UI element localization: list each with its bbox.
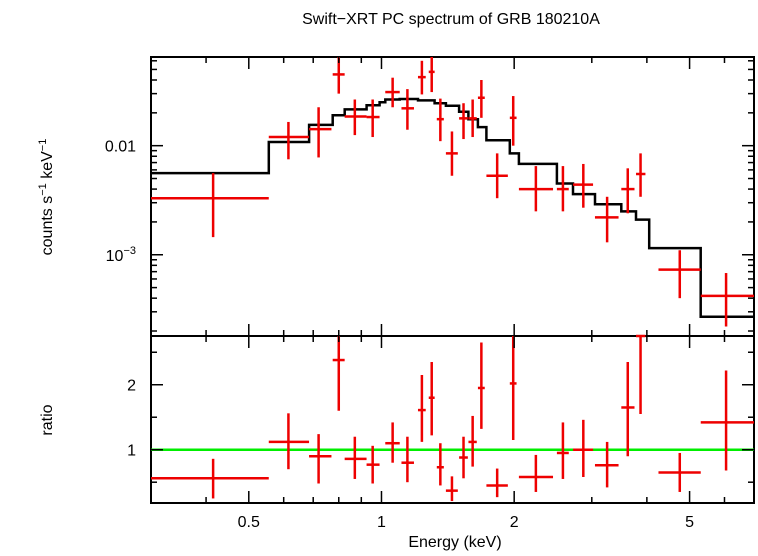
ratio-ticks — [150, 336, 755, 503]
spectrum-panel: 0.01 10−3 — [105, 56, 755, 337]
ratio-point-1 — [268, 413, 310, 470]
ylabel-mid: keV — [39, 151, 56, 183]
ratio-point-23 — [658, 452, 701, 492]
ratio-point-4 — [344, 436, 367, 479]
ratio-point-6 — [385, 422, 400, 463]
x-tick-label-1: 1 — [377, 514, 386, 531]
ratio-point-16 — [509, 336, 517, 440]
ratio-point-12 — [459, 436, 468, 479]
spectrum-ticks — [150, 57, 755, 336]
ratio-panel-frame — [150, 335, 755, 504]
spectrum-tick-labels: 0.01 10−3 — [105, 139, 136, 265]
spectrum-point-24 — [700, 273, 754, 327]
ratio-panel: 0.5 1 2 5 1 2 — [127, 334, 755, 531]
ratio-point-18 — [556, 422, 569, 479]
ratio-point-3 — [332, 336, 345, 411]
spectrum-point-20 — [594, 196, 619, 243]
ratio-point-7 — [401, 436, 414, 483]
x-tick-label-5: 5 — [685, 514, 694, 531]
ratio-point-13 — [468, 415, 477, 467]
spectrum-point-4 — [344, 99, 367, 136]
ratio-point-24 — [700, 370, 754, 471]
spectrum-y-tick-label-0.001: 10−3 — [106, 245, 136, 265]
ylabel-sup-1: −1 — [37, 183, 49, 196]
ratio-y-tick-label-1: 1 — [127, 443, 136, 460]
spectrum-data — [151, 57, 754, 327]
ratio-y-axis-label: ratio — [39, 404, 56, 435]
ratio-point-15 — [486, 468, 508, 498]
spectrum-point-7 — [401, 89, 414, 130]
spectrum-point-16 — [509, 96, 517, 146]
ratio-point-9 — [428, 361, 435, 436]
spectrum-point-15 — [486, 153, 508, 199]
spectrum-point-8 — [417, 60, 426, 95]
spectrum-point-2 — [309, 107, 332, 158]
spectrum-point-9 — [428, 57, 435, 93]
ylabel-main: counts s — [39, 196, 56, 256]
ratio-point-17 — [518, 454, 554, 492]
spectrum-point-12 — [459, 103, 468, 140]
chart-title: Swift−XRT PC spectrum of GRB 180210A — [302, 11, 600, 28]
ratio-point-8 — [417, 374, 426, 442]
spectrum-point-14 — [477, 80, 485, 118]
ratio-point-14 — [477, 342, 485, 429]
ratio-point-21 — [621, 361, 635, 457]
spectrum-panel-frame — [150, 56, 755, 337]
tick-label-exponent: −3 — [123, 245, 136, 257]
ratio-tick-labels: 0.5 1 2 5 1 2 — [127, 378, 694, 531]
tick-label-base: 0.01 — [105, 139, 136, 156]
ratio-point-2 — [309, 434, 332, 484]
ratio-point-19 — [573, 419, 594, 478]
ratio-point-0 — [151, 458, 269, 499]
spectrum-point-0 — [151, 173, 269, 238]
spectrum-point-23 — [658, 250, 701, 299]
spectrum-point-6 — [385, 77, 400, 108]
ratio-point-11 — [445, 476, 458, 502]
spectrum-point-21 — [621, 168, 635, 214]
x-axis-label: Energy (keV) — [408, 534, 501, 551]
spectrum-point-17 — [518, 166, 554, 212]
spectrum-point-13 — [468, 99, 477, 138]
ratio-data — [151, 334, 754, 502]
spectrum-point-10 — [436, 98, 444, 142]
ratio-point-22 — [636, 334, 646, 414]
ratio-point-5 — [366, 445, 380, 484]
ratio-y-tick-label-2: 2 — [127, 378, 136, 395]
spectrum-point-3 — [332, 57, 345, 94]
tick-label-base: 10 — [106, 248, 124, 265]
spectrum-point-1 — [268, 121, 310, 160]
ratio-point-10 — [436, 443, 444, 486]
spectrum-y-axis-label: counts s−1 keV−1 — [37, 139, 56, 256]
ratio-point-20 — [594, 441, 619, 488]
spectrum-point-18 — [556, 166, 569, 212]
spectrum-point-11 — [445, 131, 458, 176]
ylabel-sup-2: −1 — [37, 139, 49, 152]
spectrum-y-tick-label-0.01: 0.01 — [105, 139, 136, 156]
spectrum-point-19 — [573, 163, 594, 208]
spectrum-point-5 — [366, 99, 380, 138]
x-tick-label-0.5: 0.5 — [238, 514, 260, 531]
x-tick-label-2: 2 — [510, 514, 519, 531]
spectrum-point-22 — [636, 153, 646, 197]
